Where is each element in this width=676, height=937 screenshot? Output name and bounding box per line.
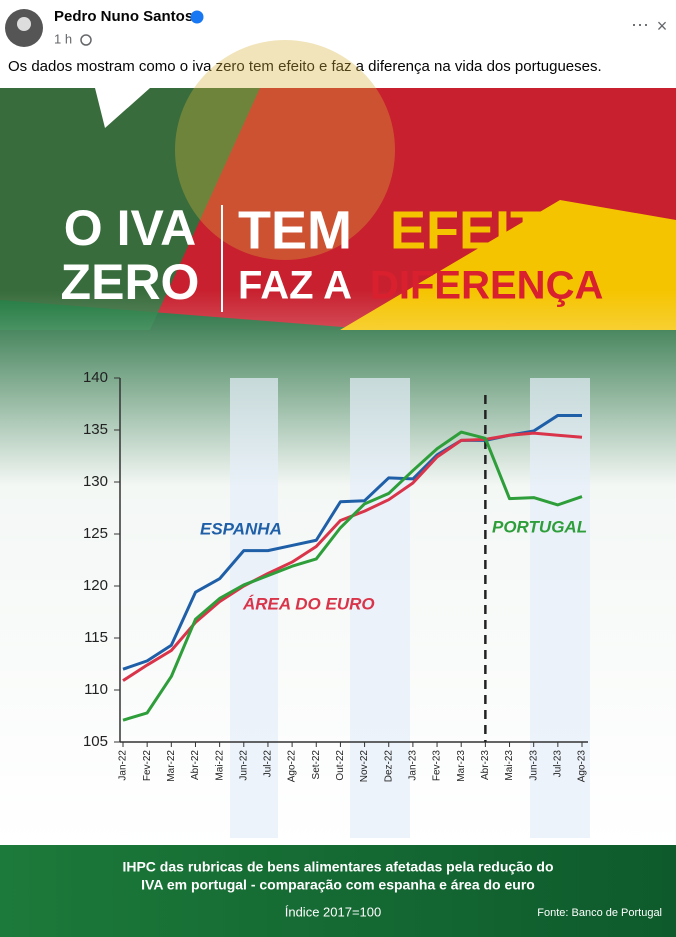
banner-text: EFEITO <box>390 200 584 260</box>
x-tick-label: Out-22 <box>335 750 346 781</box>
caption: IVA em portugal - comparação com espanha… <box>141 877 535 893</box>
x-tick-label: Set-22 <box>311 750 322 780</box>
banner-text: O IVA <box>64 200 196 256</box>
y-tick-label: 130 <box>83 473 108 490</box>
avatar-head <box>17 17 31 31</box>
x-tick-label: Dez-22 <box>383 750 394 783</box>
banner-text: TEM <box>238 200 352 260</box>
y-tick-label: 125 <box>83 525 108 542</box>
series-label: PORTUGAL <box>492 517 587 536</box>
x-tick-label: Jun-22 <box>238 750 249 781</box>
post-image <box>0 40 676 937</box>
banner-text: ZERO <box>61 254 200 310</box>
series-line <box>122 430 583 722</box>
x-tick-label: Jan-22 <box>118 750 129 781</box>
audience-icon <box>80 34 92 46</box>
x-tick-label: Jun-23 <box>528 750 539 781</box>
caption: IHPC das rubricas de bens alimentares af… <box>122 859 553 875</box>
source: Fonte: Banco de Portugal <box>537 907 662 919</box>
x-tick-label: Abr-22 <box>190 750 201 780</box>
emblem <box>175 40 395 260</box>
y-tick-label: 135 <box>83 421 108 438</box>
y-tick-label: 110 <box>84 681 108 698</box>
y-tick-label: 140 <box>83 369 108 386</box>
shade-band <box>230 378 278 838</box>
caption-band <box>0 845 676 937</box>
y-tick-label: 105 <box>83 733 108 750</box>
banner-text: FAZ A <box>238 264 352 308</box>
x-tick-label: Abr-23 <box>480 750 491 780</box>
x-tick-label: Mar-23 <box>456 750 467 782</box>
x-tick-label: Mai-22 <box>214 750 225 781</box>
y-tick-label: 120 <box>83 577 108 594</box>
post-text: Os dados mostram como o iva zero tem efe… <box>8 58 602 75</box>
x-tick-label: Ago-22 <box>287 750 298 783</box>
x-tick-label: Jan-23 <box>408 750 419 781</box>
post-time[interactable]: 1 h <box>54 31 72 46</box>
x-tick-label: Ago-23 <box>577 750 588 783</box>
index-note: Índice 2017=100 <box>285 904 382 919</box>
x-tick-label: Nov-22 <box>359 750 370 783</box>
more-button[interactable]: ⋯ <box>631 15 649 35</box>
x-tick-label: Fev-23 <box>432 750 443 782</box>
x-tick-label: Mar-22 <box>166 750 177 782</box>
white-stripe <box>95 88 150 128</box>
shade-band <box>530 378 590 838</box>
author[interactable]: Pedro Nuno Santos <box>54 8 193 25</box>
x-tick-label: Mai-23 <box>504 750 515 781</box>
verified-badge <box>190 10 204 24</box>
banner-text: DIFERENÇA <box>370 264 603 308</box>
green-field <box>0 88 260 330</box>
series-label: ÁREA DO EURO <box>242 594 375 613</box>
x-tick-label: Jul-22 <box>263 750 274 778</box>
shade-band <box>350 378 410 838</box>
y-tick-label: 115 <box>84 629 108 646</box>
series-label: ESPANHA <box>200 519 282 538</box>
x-tick-label: Jul-23 <box>552 750 563 778</box>
x-tick-label: Fev-22 <box>142 750 153 782</box>
close-button[interactable]: × <box>657 16 668 36</box>
